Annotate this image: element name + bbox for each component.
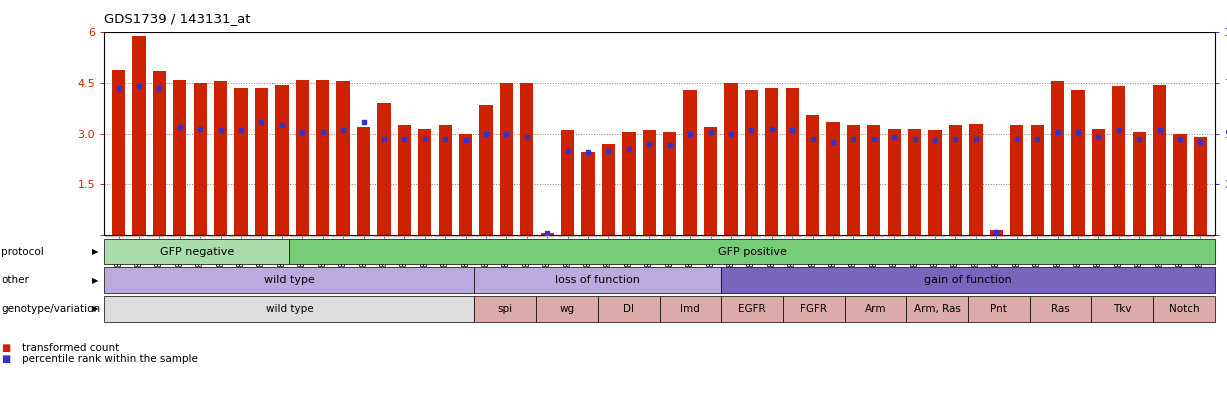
Bar [622,132,636,235]
Text: GFP negative: GFP negative [160,247,234,256]
Bar [378,103,390,235]
Bar [336,81,350,235]
Bar [112,70,125,235]
Text: Dl: Dl [623,304,634,314]
Bar [173,80,187,235]
Text: ▶: ▶ [92,305,98,313]
Bar [213,81,227,235]
Bar [194,83,207,235]
Bar [969,124,983,235]
Text: Pnt: Pnt [990,304,1007,314]
Bar [296,80,309,235]
Bar [418,129,432,235]
Text: wild type: wild type [264,275,315,285]
Bar [561,130,574,235]
Bar [357,127,371,235]
Bar [1010,125,1023,235]
Bar [908,129,921,235]
Bar [398,125,411,235]
Text: ■: ■ [1,354,11,364]
Bar [1092,129,1106,235]
Text: wg: wg [560,304,574,314]
Bar [1153,85,1166,235]
Bar [520,83,534,235]
Bar [582,152,595,235]
Bar [766,88,778,235]
Bar [459,134,472,235]
Text: GDS1739 / 143131_at: GDS1739 / 143131_at [104,12,250,25]
Text: Arm: Arm [865,304,886,314]
Text: wild type: wild type [265,304,313,314]
Bar [234,88,248,235]
Text: ▶: ▶ [92,276,98,285]
Bar [663,132,676,235]
Text: Arm, Ras: Arm, Ras [914,304,961,314]
Text: Notch: Notch [1168,304,1199,314]
Bar [826,122,839,235]
Bar [847,125,860,235]
Text: Ras: Ras [1052,304,1070,314]
Bar [317,80,329,235]
Text: Tkv: Tkv [1113,304,1131,314]
Bar [1050,81,1064,235]
Text: genotype/variation: genotype/variation [1,304,101,314]
Text: transformed count: transformed count [22,343,119,353]
Bar [438,125,452,235]
Bar [745,90,758,235]
Bar [255,88,269,235]
Bar [541,233,553,235]
Bar [785,88,799,235]
Bar [643,130,656,235]
Bar [1031,125,1044,235]
Text: ▶: ▶ [92,247,98,256]
Text: GFP positive: GFP positive [718,247,787,256]
Bar [1173,134,1187,235]
Text: protocol: protocol [1,247,44,256]
Bar [887,129,901,235]
Bar [1194,137,1207,235]
Text: Imd: Imd [681,304,701,314]
Bar [929,130,941,235]
Bar [1071,90,1085,235]
Bar [275,85,288,235]
Bar [480,105,493,235]
Bar [683,90,697,235]
Bar [499,83,513,235]
Text: loss of function: loss of function [556,275,640,285]
Text: ■: ■ [1,343,11,353]
Text: spi: spi [498,304,513,314]
Text: percentile rank within the sample: percentile rank within the sample [22,354,198,364]
Bar [724,83,737,235]
Bar [153,71,166,235]
Bar [867,125,881,235]
Bar [1133,132,1146,235]
Text: gain of function: gain of function [924,275,1012,285]
Text: other: other [1,275,29,285]
Text: EGFR: EGFR [739,304,766,314]
Text: FGFR: FGFR [800,304,827,314]
Bar [948,125,962,235]
Bar [704,127,717,235]
Bar [806,115,820,235]
Bar [1112,86,1125,235]
Bar [133,36,146,235]
Bar [602,144,615,235]
Bar [990,230,1002,235]
